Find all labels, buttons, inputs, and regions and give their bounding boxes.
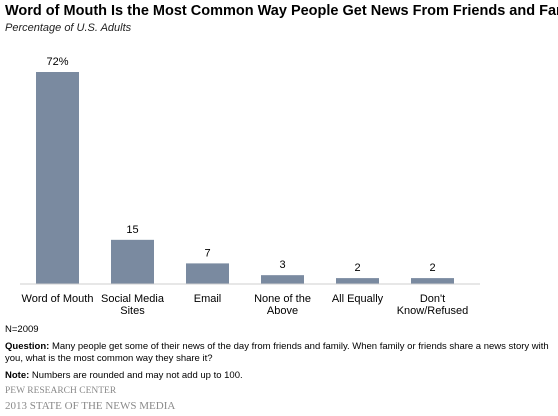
chart-title: Word of Mouth Is the Most Common Way Peo… xyxy=(5,3,558,19)
bar-5 xyxy=(411,278,454,284)
question-text: Many people get some of their news of th… xyxy=(5,341,549,364)
sample-size-note: N=2009 xyxy=(5,324,39,335)
bar-2 xyxy=(186,263,229,284)
publication-label: 2013 STATE OF THE NEWS MEDIA xyxy=(5,400,176,412)
bar-0 xyxy=(36,72,79,284)
rounding-note: Note: Numbers are rounded and may not ad… xyxy=(5,370,243,381)
chart-subtitle: Percentage of U.S. Adults xyxy=(5,22,132,34)
note-label: Note: xyxy=(5,370,30,381)
bar-value-label-0: 72% xyxy=(46,56,68,68)
bar-1 xyxy=(111,239,154,284)
bar-3 xyxy=(261,275,304,284)
source-label: PEW RESEARCH CENTER xyxy=(5,386,117,396)
category-label-4-0: All Equally xyxy=(332,293,384,305)
category-label-1-0: Social Media xyxy=(101,293,165,305)
category-label-5-0: Don't xyxy=(420,293,445,305)
bar-4 xyxy=(336,278,379,284)
category-label-0-0: Word of Mouth xyxy=(22,293,94,305)
question-note: Question: Many people get some of their … xyxy=(5,341,553,365)
category-label-1-1: Sites xyxy=(120,305,145,317)
bar-value-label-1: 15 xyxy=(126,224,138,236)
category-label-2-0: Email xyxy=(194,293,222,305)
category-label-5-1: Know/Refused xyxy=(397,305,469,317)
bar-value-label-2: 7 xyxy=(204,247,210,259)
bar-value-label-5: 2 xyxy=(429,262,435,274)
category-label-3-0: None of the xyxy=(254,293,311,305)
category-label-3-1: Above xyxy=(267,305,298,317)
bar-value-label-4: 2 xyxy=(354,262,360,274)
question-label: Question: xyxy=(5,341,50,352)
bar-value-label-3: 3 xyxy=(279,259,285,271)
note-text: Numbers are rounded and may not add up t… xyxy=(29,370,243,381)
